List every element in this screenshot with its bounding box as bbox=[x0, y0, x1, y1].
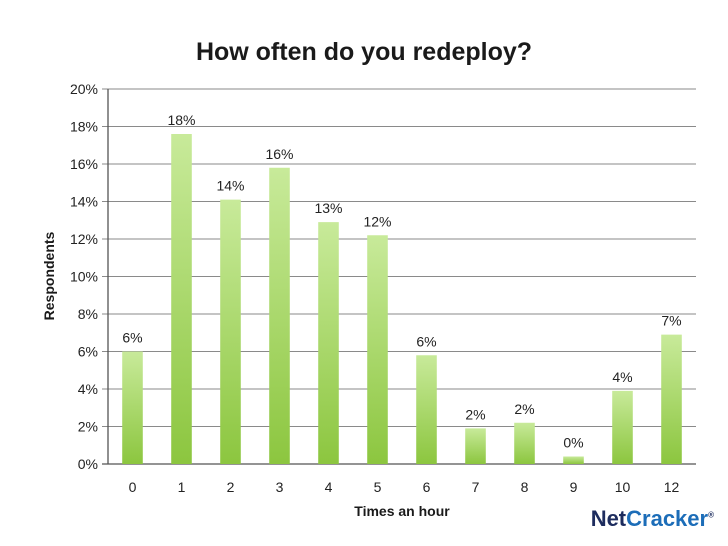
data-label-6: 6% bbox=[416, 333, 436, 349]
x-tick-label-12: 12 bbox=[664, 479, 680, 495]
x-tick-label-9: 9 bbox=[570, 479, 578, 495]
data-label-5: 12% bbox=[363, 213, 391, 229]
logo-cracker: Cracker bbox=[626, 506, 709, 531]
data-label-12: 7% bbox=[661, 313, 681, 329]
x-tick-label-4: 4 bbox=[325, 479, 333, 495]
bar-5 bbox=[367, 235, 388, 464]
bar-3 bbox=[269, 167, 290, 464]
y-tick-label: 18% bbox=[70, 119, 98, 135]
data-label-1: 18% bbox=[167, 112, 195, 128]
bar-10 bbox=[612, 390, 633, 464]
chart-title: How often do you redeploy? bbox=[196, 38, 532, 66]
y-tick-label: 10% bbox=[70, 269, 98, 285]
bar-0 bbox=[122, 351, 143, 464]
bar-4 bbox=[318, 222, 339, 464]
bar-2 bbox=[220, 199, 241, 464]
bar-12 bbox=[661, 334, 682, 464]
data-label-7: 2% bbox=[465, 406, 485, 422]
data-label-2: 14% bbox=[216, 178, 244, 194]
x-tick-label-8: 8 bbox=[521, 479, 529, 495]
data-label-9: 0% bbox=[563, 435, 583, 451]
bar-1 bbox=[171, 134, 192, 464]
netcracker-logo: NetCracker® bbox=[591, 506, 714, 532]
bars bbox=[122, 134, 682, 464]
x-tick-labels: 0 1 2 3 4 5 6 7 8 9 10 12 bbox=[129, 479, 680, 495]
gridlines bbox=[102, 88, 696, 465]
x-tick-label-7: 7 bbox=[472, 479, 480, 495]
y-tick-labels: 0% 2% 4% 6% 8% 10% 12% 14% 16% 18% 20% bbox=[70, 81, 98, 472]
y-tick-label: 8% bbox=[78, 306, 98, 322]
data-label-8: 2% bbox=[514, 401, 534, 417]
bar-9 bbox=[563, 456, 584, 464]
y-tick-label: 12% bbox=[70, 231, 98, 247]
data-label-3: 16% bbox=[265, 146, 293, 162]
x-tick-label-2: 2 bbox=[227, 479, 235, 495]
data-label-4: 13% bbox=[314, 200, 342, 216]
bar-7 bbox=[465, 428, 486, 464]
x-tick-label-5: 5 bbox=[374, 479, 382, 495]
x-tick-label-1: 1 bbox=[178, 479, 186, 495]
x-tick-label-3: 3 bbox=[276, 479, 284, 495]
data-label-0: 6% bbox=[122, 330, 142, 346]
y-tick-label: 14% bbox=[70, 194, 98, 210]
logo-registered-mark: ® bbox=[708, 510, 714, 520]
y-tick-label: 0% bbox=[78, 456, 98, 472]
y-tick-label: 16% bbox=[70, 156, 98, 172]
y-tick-label: 6% bbox=[78, 344, 98, 360]
logo-net: Net bbox=[590, 506, 627, 531]
x-tick-label-0: 0 bbox=[129, 479, 137, 495]
data-label-10: 4% bbox=[612, 369, 632, 385]
y-axis-label: Respondents bbox=[41, 231, 57, 320]
data-labels: 6% 18% 14% 16% 13% 12% 6% 2% 2% 0% 4% 7% bbox=[122, 112, 681, 451]
y-tick-label: 2% bbox=[78, 419, 98, 435]
x-tick-label-10: 10 bbox=[615, 479, 631, 495]
bar-6 bbox=[416, 355, 437, 464]
y-tick-label: 20% bbox=[70, 81, 98, 97]
x-tick-label-6: 6 bbox=[423, 479, 431, 495]
y-tick-label: 4% bbox=[78, 381, 98, 397]
bar-8 bbox=[514, 422, 535, 464]
x-axis-label: Times an hour bbox=[354, 503, 450, 519]
